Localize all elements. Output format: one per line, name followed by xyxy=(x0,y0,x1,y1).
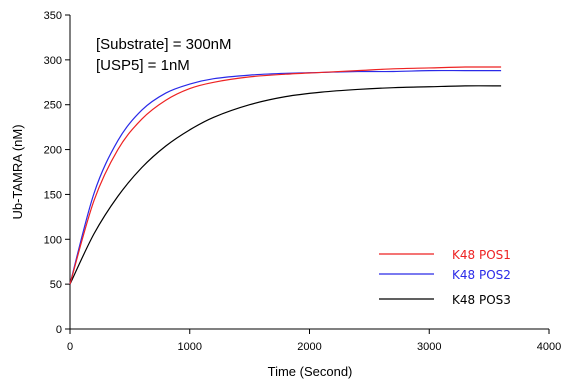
series-line-3 xyxy=(69,85,502,285)
legend-label-2: K48 POS2 xyxy=(452,268,511,282)
y-tick-label: 250 xyxy=(44,100,62,112)
series-line-2 xyxy=(69,69,502,285)
x-tick-label: 0 xyxy=(67,341,73,353)
x-tick-label: 3000 xyxy=(417,341,441,353)
series-lines xyxy=(69,66,502,285)
annotation-usp5: [USP5] = 1nM xyxy=(96,57,190,74)
y-tick-label: 50 xyxy=(50,279,62,291)
legend: K48 POS1 K48 POS2 K48 POS3 xyxy=(379,248,511,307)
x-tick-label: 4000 xyxy=(537,341,561,353)
legend-label-3: K48 POS3 xyxy=(452,293,511,307)
y-tick-label: 300 xyxy=(44,55,62,67)
x-axis-label: Time (Second) xyxy=(268,364,353,379)
x-tick-label: 1000 xyxy=(178,341,202,353)
series-line-1 xyxy=(69,66,502,285)
annotation-substrate: [Substrate] = 300nM xyxy=(96,36,232,53)
y-tick-label: 0 xyxy=(56,324,62,336)
y-tick-label: 350 xyxy=(44,10,62,22)
y-ticks: 0 50 100 150 200 250 300 350 xyxy=(44,10,70,336)
y-tick-label: 200 xyxy=(44,145,62,157)
y-axis-label: Ub-TAMRA (nM) xyxy=(10,124,25,219)
x-tick-label: 2000 xyxy=(297,341,321,353)
x-ticks: 0 1000 2000 3000 4000 xyxy=(67,329,561,353)
y-tick-label: 150 xyxy=(44,189,62,201)
y-tick-label: 100 xyxy=(44,234,62,246)
legend-label-1: K48 POS1 xyxy=(452,248,511,262)
